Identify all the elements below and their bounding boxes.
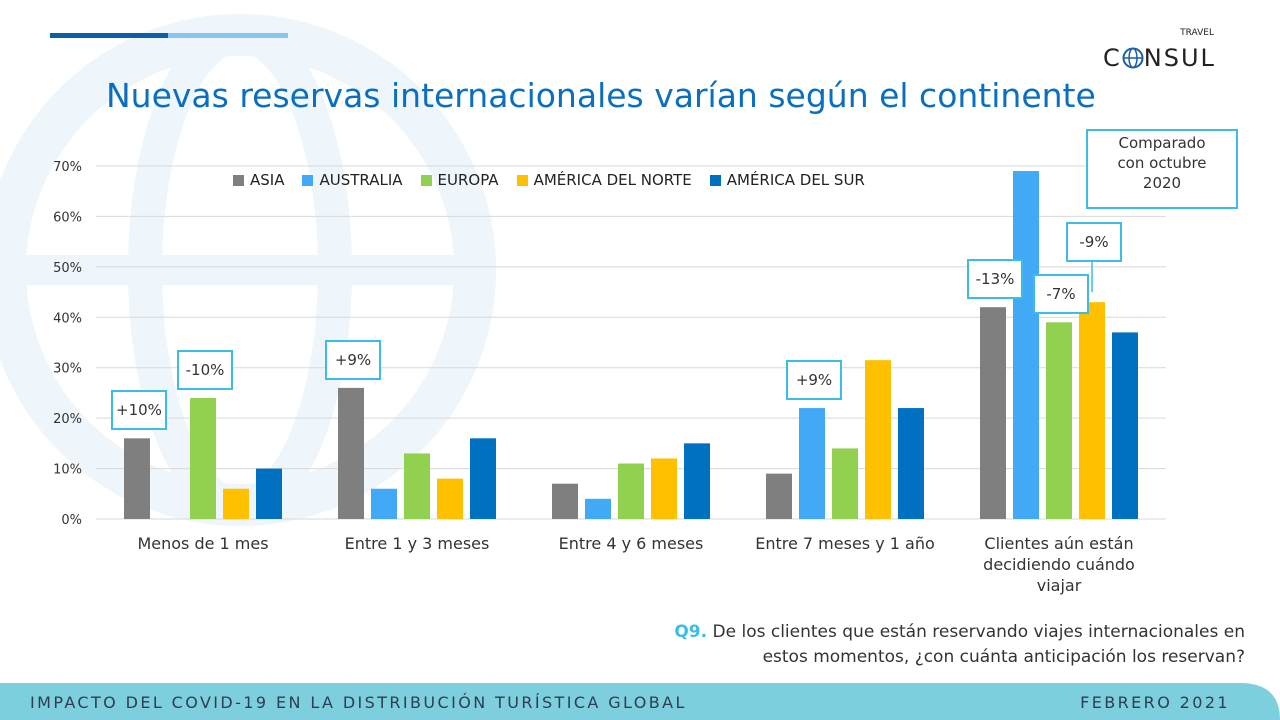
survey-question: Q9. De los clientes que están reservando… bbox=[555, 620, 1245, 670]
change-callout: -9% bbox=[1066, 222, 1122, 263]
question-text-line2: estos momentos, ¿con cuánta anticipación… bbox=[762, 647, 1245, 667]
footer-report-title: IMPACTO DEL COVID-19 EN LA DISTRIBUCIÓN … bbox=[30, 693, 687, 712]
logo-letters-nsul: NSUL bbox=[1143, 44, 1216, 72]
y-tick-label: 30% bbox=[53, 362, 82, 377]
bar bbox=[552, 483, 578, 519]
legend-item: EUROPA bbox=[420, 171, 499, 189]
x-category-label: Clientes aún están bbox=[984, 534, 1133, 553]
legend-swatch bbox=[516, 174, 528, 186]
comparison-note-line: Comparado bbox=[1118, 134, 1206, 152]
legend-label: ASIA bbox=[250, 171, 285, 189]
logo-letter-c: C bbox=[1103, 44, 1122, 72]
bar-chart: 0% 10% 20% 30% 40% 50% 60% 70% Menos de 1 mes Ent… bbox=[53, 160, 1166, 595]
y-tick-label: 50% bbox=[53, 261, 82, 276]
legend-swatch bbox=[709, 174, 721, 186]
top-accent-bar-dark bbox=[50, 33, 168, 38]
legend-item: AMÉRICA DEL NORTE bbox=[516, 171, 692, 189]
bar bbox=[1112, 332, 1138, 519]
x-category-label: Menos de 1 mes bbox=[137, 534, 268, 553]
change-callout: -10% bbox=[177, 349, 233, 390]
question-text-line1: De los clientes que están reservando via… bbox=[712, 622, 1245, 642]
bar bbox=[124, 438, 150, 519]
change-callout: -13% bbox=[967, 259, 1023, 300]
footer-bar: IMPACTO DEL COVID-19 EN LA DISTRIBUCIÓN … bbox=[0, 683, 1280, 720]
comparison-note-line: 2020 bbox=[1142, 174, 1182, 192]
comparison-note: Comparado con octubre 2020 bbox=[1086, 129, 1238, 209]
legend-item: AUSTRALIA bbox=[302, 171, 403, 189]
legend-label: AUSTRALIA bbox=[319, 171, 403, 189]
bar bbox=[898, 408, 924, 519]
bar bbox=[223, 488, 249, 519]
bar bbox=[1013, 171, 1039, 520]
legend-item: ASIA bbox=[233, 171, 284, 189]
bar bbox=[980, 307, 1006, 519]
bar bbox=[684, 443, 710, 519]
legend-swatch bbox=[233, 174, 244, 186]
change-callout: +10% bbox=[111, 390, 167, 431]
change-callout: +9% bbox=[786, 360, 842, 401]
y-tick-label: 60% bbox=[53, 210, 82, 225]
globe-icon bbox=[1122, 47, 1144, 69]
bar bbox=[832, 448, 858, 519]
footer-date: FEBRERO 2021 bbox=[1080, 693, 1230, 712]
bar bbox=[190, 397, 216, 519]
change-callout: -7% bbox=[1033, 274, 1089, 315]
legend-label: EUROPA bbox=[437, 171, 499, 189]
legend-label: AMÉRICA DEL NORTE bbox=[533, 171, 692, 189]
y-tick-label: 10% bbox=[53, 463, 82, 478]
x-category-label: Entre 1 y 3 meses bbox=[345, 534, 490, 553]
legend-item: AMÉRICA DEL SUR bbox=[709, 171, 865, 189]
y-tick-label: 20% bbox=[53, 412, 82, 427]
change-callout: +9% bbox=[325, 339, 381, 380]
chart-legend: ASIA AUSTRALIA EUROPA AMÉRICA DEL NORTE AMÉR… bbox=[233, 171, 883, 189]
x-category-label: Entre 4 y 6 meses bbox=[559, 534, 704, 553]
bar bbox=[766, 473, 792, 519]
legend-swatch bbox=[420, 174, 432, 186]
travel-consul-logo: TRAVEL C NSUL bbox=[1100, 26, 1250, 74]
bar bbox=[865, 360, 891, 519]
legend-label: AMÉRICA DEL SUR bbox=[726, 171, 865, 189]
bar bbox=[404, 453, 430, 519]
y-tick-label: 40% bbox=[53, 311, 82, 326]
y-tick-label: 70% bbox=[53, 160, 82, 175]
bar bbox=[651, 458, 677, 519]
bar bbox=[618, 463, 644, 519]
page-title: Nuevas reservas internacionales varían s… bbox=[106, 76, 1096, 115]
bar bbox=[256, 468, 282, 519]
bar bbox=[371, 488, 397, 519]
bar bbox=[338, 387, 364, 519]
bar bbox=[437, 478, 463, 519]
logo-wordmark: C NSUL bbox=[1103, 44, 1216, 72]
legend-swatch bbox=[302, 174, 314, 186]
bar bbox=[1079, 302, 1105, 519]
logo-travel-text: TRAVEL bbox=[1180, 28, 1214, 38]
bar bbox=[470, 438, 496, 519]
x-category-label: Entre 7 meses y 1 año bbox=[755, 534, 935, 553]
footer-curve-decoration bbox=[1240, 683, 1280, 720]
bar bbox=[1046, 322, 1072, 519]
y-tick-label: 0% bbox=[61, 513, 82, 528]
x-category-label: viajar bbox=[1037, 576, 1082, 595]
bar bbox=[585, 498, 611, 519]
bar bbox=[799, 408, 825, 519]
comparison-note-line: con octubre bbox=[1117, 154, 1207, 172]
top-accent-bar-light bbox=[168, 33, 288, 38]
question-number: Q9. bbox=[674, 622, 708, 642]
x-category-label: decidiendo cuándo bbox=[983, 555, 1135, 574]
